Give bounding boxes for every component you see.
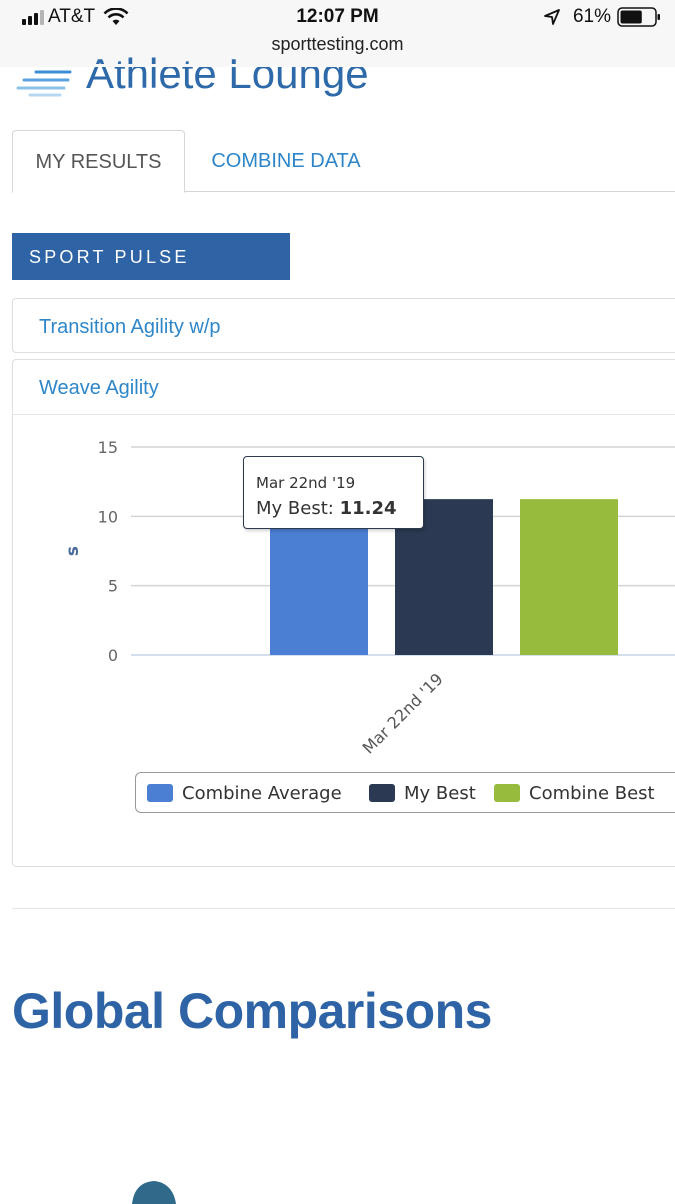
signal-icon	[22, 9, 44, 25]
tooltip-label: My Best:	[256, 498, 334, 519]
status-time: 12:07 PM	[296, 6, 379, 27]
battery-percent: 61%	[572, 6, 611, 27]
legend-label: Combine Best	[529, 782, 655, 804]
status-left: AT&T	[22, 6, 129, 28]
status-bar-edge	[0, 64, 675, 67]
y-axis-label: s	[63, 546, 83, 556]
sport-pulse-heading: SPORT PULSE	[12, 233, 290, 280]
legend-swatch	[147, 784, 173, 802]
chart-legend: Combine Average My Best Combine Best	[135, 772, 675, 813]
accordion-transition-agility[interactable]: Transition Agility w/p	[12, 298, 675, 353]
wifi-icon	[103, 8, 129, 25]
address-url[interactable]: sporttesting.com	[271, 34, 404, 54]
battery-icon	[617, 7, 660, 27]
tab-combine-data[interactable]: COMBINE DATA	[211, 150, 361, 172]
page-title: Athlete Lounge	[86, 50, 369, 97]
speed-lines-logo[interactable]	[16, 68, 72, 98]
legend-swatch	[494, 784, 520, 802]
tooltip-line: My Best: 11.24	[256, 498, 397, 519]
legend-item-my-best[interactable]: My Best	[369, 773, 476, 813]
global-comparisons-heading: Global Comparisons	[12, 983, 492, 1039]
legend-label: My Best	[404, 782, 476, 804]
chart-y-ticks: 0 5 10 15	[98, 438, 118, 665]
legend-swatch	[369, 784, 395, 802]
accordion-title[interactable]: Transition Agility w/p	[39, 316, 221, 338]
tooltip-date: Mar 22nd '19	[256, 474, 356, 492]
carrier-name: AT&T	[48, 6, 96, 27]
results-tabs: MY RESULTS COMBINE DATA	[12, 130, 675, 193]
y-tick-label: 10	[98, 507, 118, 526]
y-tick-label: 5	[108, 577, 118, 596]
tooltip-value: 11.24	[339, 498, 397, 519]
legend-item-combine-average[interactable]: Combine Average	[147, 773, 342, 813]
status-bar: AT&T 12:07 PM sporttesting.com 61%	[0, 0, 675, 65]
location-arrow-icon	[544, 9, 560, 25]
accordion-title[interactable]: Weave Agility	[39, 377, 159, 399]
chart-tooltip: Mar 22nd '19 My Best: 11.24	[243, 456, 424, 529]
section-divider	[12, 908, 675, 909]
y-tick-label: 0	[108, 646, 118, 665]
legend-item-combine-best[interactable]: Combine Best	[494, 773, 655, 813]
accordion-divider	[13, 414, 675, 415]
avatar-icon	[132, 1181, 176, 1204]
bar-combine-best[interactable]	[520, 499, 618, 655]
accordion-weave-agility[interactable]: Weave Agility	[12, 359, 675, 867]
status-right: 61%	[543, 6, 661, 28]
y-tick-label: 15	[98, 438, 118, 457]
legend-label: Combine Average	[182, 782, 342, 804]
tab-my-results[interactable]: MY RESULTS	[12, 130, 185, 193]
